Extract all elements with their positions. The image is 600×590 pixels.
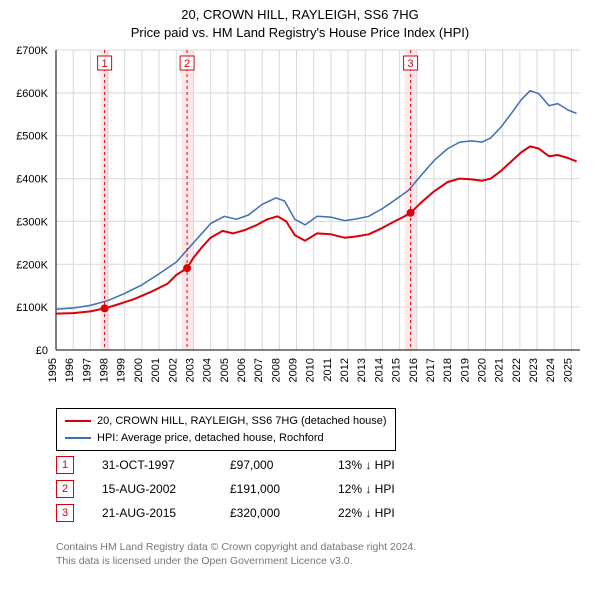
svg-text:2004: 2004 xyxy=(202,358,214,382)
transaction-delta: 13% ↓ HPI xyxy=(338,458,428,472)
legend-swatch-subject xyxy=(65,420,91,422)
chart-area: £0£100K£200K£300K£400K£500K£600K£700K199… xyxy=(56,50,581,400)
svg-text:2021: 2021 xyxy=(494,358,506,382)
svg-text:£700K: £700K xyxy=(16,45,48,57)
svg-text:£500K: £500K xyxy=(16,131,48,143)
svg-text:3: 3 xyxy=(408,58,414,70)
svg-text:1999: 1999 xyxy=(116,358,128,382)
svg-text:£300K: £300K xyxy=(16,216,48,228)
svg-text:2: 2 xyxy=(184,58,190,70)
svg-text:2007: 2007 xyxy=(253,358,265,382)
svg-text:2015: 2015 xyxy=(391,358,403,382)
svg-text:£600K: £600K xyxy=(16,88,48,100)
attribution-footer: Contains HM Land Registry data © Crown c… xyxy=(56,540,416,568)
svg-text:2005: 2005 xyxy=(219,358,231,382)
footer-line-1: Contains HM Land Registry data © Crown c… xyxy=(56,540,416,554)
svg-text:2022: 2022 xyxy=(511,358,523,382)
footer-line-2: This data is licensed under the Open Gov… xyxy=(56,554,416,568)
svg-text:2003: 2003 xyxy=(184,358,196,382)
legend-label-hpi: HPI: Average price, detached house, Roch… xyxy=(97,430,324,447)
legend-swatch-hpi xyxy=(65,437,91,439)
transaction-marker-icon: 2 xyxy=(56,480,74,498)
chart-title-line-2: Price paid vs. HM Land Registry's House … xyxy=(0,24,600,42)
transaction-delta: 12% ↓ HPI xyxy=(338,482,428,496)
transaction-row: 3 21-AUG-2015 £320,000 22% ↓ HPI xyxy=(56,504,428,522)
transactions-table: 1 31-OCT-1997 £97,000 13% ↓ HPI 2 15-AUG… xyxy=(56,456,428,528)
svg-text:2001: 2001 xyxy=(150,358,162,382)
chart-title-block: 20, CROWN HILL, RAYLEIGH, SS6 7HG Price … xyxy=(0,0,600,41)
transaction-date: 15-AUG-2002 xyxy=(102,482,202,496)
svg-text:2010: 2010 xyxy=(305,358,317,382)
svg-text:2008: 2008 xyxy=(270,358,282,382)
svg-text:2014: 2014 xyxy=(373,358,385,382)
svg-text:1997: 1997 xyxy=(81,358,93,382)
svg-text:1996: 1996 xyxy=(64,358,76,382)
svg-text:2017: 2017 xyxy=(425,358,437,382)
transaction-marker-icon: 1 xyxy=(56,456,74,474)
svg-text:2016: 2016 xyxy=(408,358,420,382)
svg-text:£200K: £200K xyxy=(16,259,48,271)
svg-text:1995: 1995 xyxy=(47,358,59,382)
svg-text:2020: 2020 xyxy=(477,358,489,382)
svg-text:£0: £0 xyxy=(36,345,48,357)
transaction-marker-icon: 3 xyxy=(56,504,74,522)
svg-text:1998: 1998 xyxy=(99,358,111,382)
svg-text:2013: 2013 xyxy=(356,358,368,382)
legend-label-subject: 20, CROWN HILL, RAYLEIGH, SS6 7HG (detac… xyxy=(97,413,387,430)
svg-text:1: 1 xyxy=(102,58,108,70)
svg-text:2019: 2019 xyxy=(459,358,471,382)
transaction-price: £320,000 xyxy=(230,506,310,520)
transaction-price: £191,000 xyxy=(230,482,310,496)
chart-legend: 20, CROWN HILL, RAYLEIGH, SS6 7HG (detac… xyxy=(56,408,396,451)
svg-text:2024: 2024 xyxy=(545,358,557,382)
svg-text:£400K: £400K xyxy=(16,174,48,186)
transaction-row: 1 31-OCT-1997 £97,000 13% ↓ HPI xyxy=(56,456,428,474)
chart-title-line-1: 20, CROWN HILL, RAYLEIGH, SS6 7HG xyxy=(0,6,600,24)
svg-text:£100K: £100K xyxy=(16,302,48,314)
svg-text:2000: 2000 xyxy=(133,358,145,382)
legend-item-subject: 20, CROWN HILL, RAYLEIGH, SS6 7HG (detac… xyxy=(65,413,387,430)
legend-item-hpi: HPI: Average price, detached house, Roch… xyxy=(65,430,387,447)
svg-text:2023: 2023 xyxy=(528,358,540,382)
svg-text:2012: 2012 xyxy=(339,358,351,382)
transaction-date: 21-AUG-2015 xyxy=(102,506,202,520)
svg-text:2018: 2018 xyxy=(442,358,454,382)
svg-text:2002: 2002 xyxy=(167,358,179,382)
svg-text:2009: 2009 xyxy=(288,358,300,382)
transaction-price: £97,000 xyxy=(230,458,310,472)
transaction-date: 31-OCT-1997 xyxy=(102,458,202,472)
svg-text:2025: 2025 xyxy=(562,358,574,382)
svg-text:2011: 2011 xyxy=(322,358,334,382)
svg-text:2006: 2006 xyxy=(236,358,248,382)
transaction-row: 2 15-AUG-2002 £191,000 12% ↓ HPI xyxy=(56,480,428,498)
transaction-delta: 22% ↓ HPI xyxy=(338,506,428,520)
